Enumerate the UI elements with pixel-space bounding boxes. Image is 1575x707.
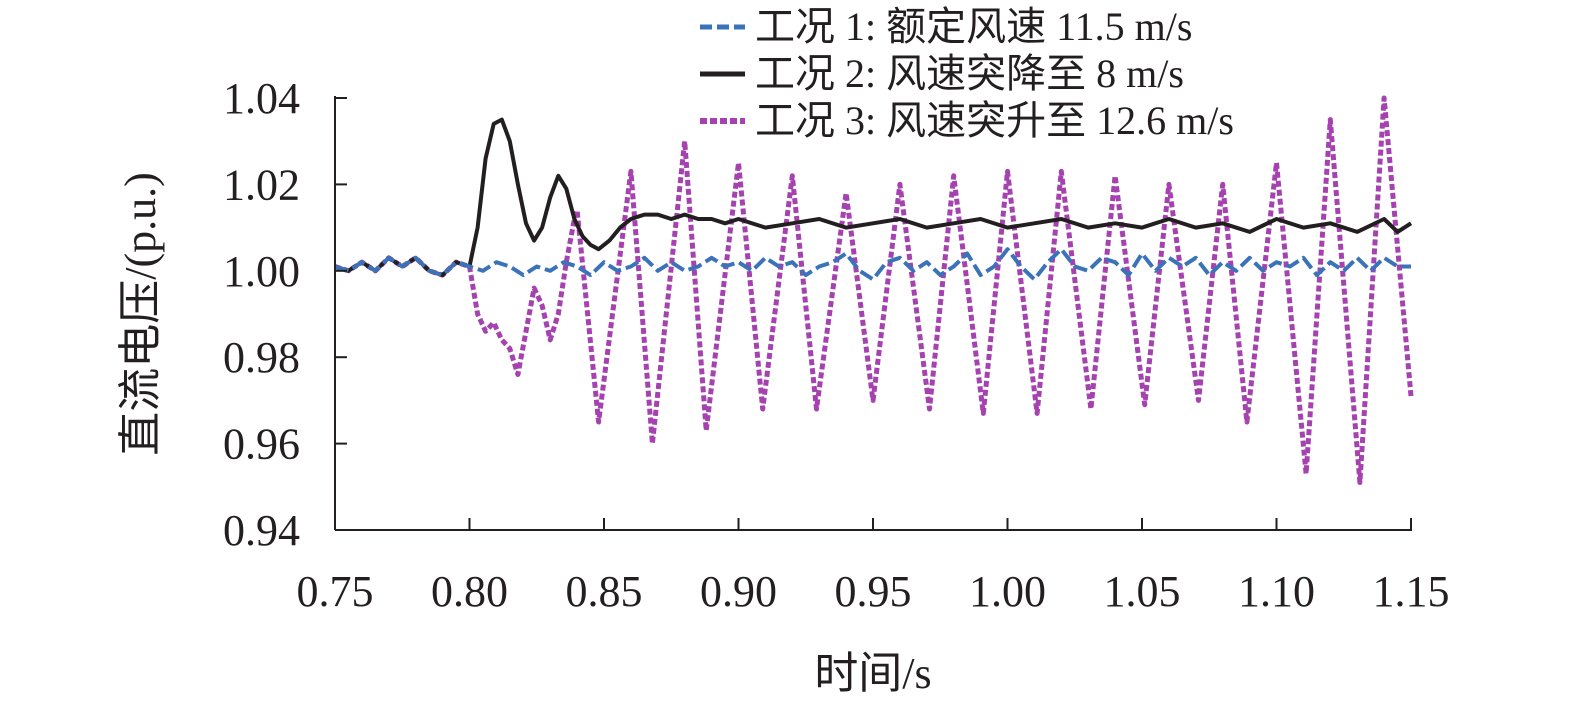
legend-label-2: 工况 2: 风速突降至 8 m/s bbox=[755, 51, 1184, 96]
x-tick-label: 0.75 bbox=[297, 567, 374, 616]
x-tick-label: 0.90 bbox=[700, 567, 777, 616]
x-tick-label: 0.85 bbox=[566, 567, 643, 616]
x-tick-label: 1.00 bbox=[969, 567, 1046, 616]
x-tick-label: 1.05 bbox=[1104, 567, 1181, 616]
legend: 工况 1: 额定风速 11.5 m/s工况 2: 风速突降至 8 m/s工况 3… bbox=[700, 4, 1234, 143]
y-tick-label: 0.98 bbox=[223, 333, 300, 382]
x-tick-label: 0.80 bbox=[431, 567, 508, 616]
series-line-3 bbox=[334, 95, 1414, 485]
series-line-2 bbox=[334, 117, 1413, 278]
x-tick-label: 1.10 bbox=[1238, 567, 1315, 616]
axes bbox=[334, 96, 1412, 531]
y-tick-label: 1.00 bbox=[223, 247, 300, 296]
ticks: 0.75 0.80 0.85 0.90 0.95 1.00 1.05 1.10 1.15 0.94… bbox=[223, 74, 1450, 616]
legend-label-1: 工况 1: 额定风速 11.5 m/s bbox=[755, 4, 1192, 49]
y-tick-label: 0.96 bbox=[223, 420, 300, 469]
y-tick-label: 1.04 bbox=[223, 74, 300, 123]
plot-lines bbox=[334, 95, 1414, 485]
series-line-1 bbox=[334, 247, 1411, 282]
x-tick-label: 0.95 bbox=[835, 567, 912, 616]
y-tick-label: 0.94 bbox=[223, 506, 300, 555]
x-tick-label: 1.15 bbox=[1373, 567, 1450, 616]
y-tick-label: 1.02 bbox=[223, 160, 300, 209]
x-axis-title: 时间/s bbox=[814, 649, 931, 698]
y-axis-title: 直流电压/(p.u.) bbox=[116, 172, 165, 456]
legend-label-3: 工况 3: 风速突升至 12.6 m/s bbox=[755, 98, 1234, 143]
